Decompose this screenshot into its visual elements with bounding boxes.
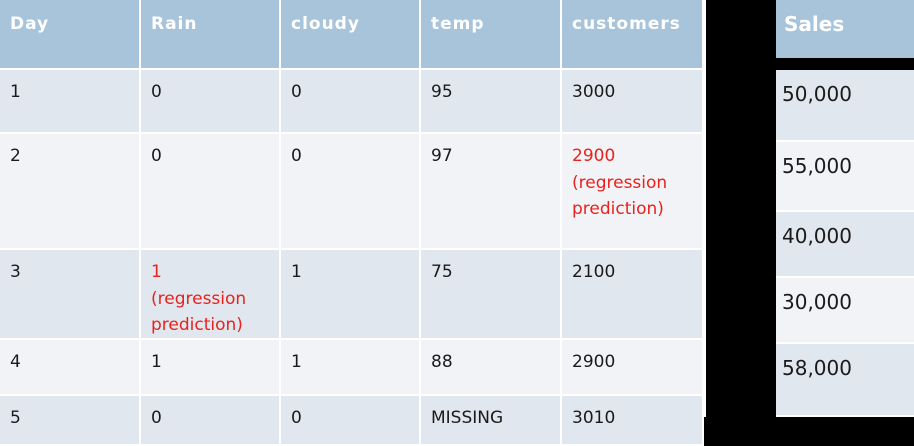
cell-cloudy: 0 [280,69,421,134]
table-row: 2 0 0 97 2900 (regression prediction) [0,133,704,250]
header-temp: temp [420,0,562,70]
cell-day: 4 [0,339,141,396]
cell-temp-missing: MISSING [420,395,562,446]
table-row: 3 1 (regression prediction) 1 75 2100 [0,249,704,340]
cell-temp: 95 [420,69,562,134]
cell-rain: 1 [140,339,281,396]
data-table: Day Rain cloudy temp customers 1 0 0 95 … [0,0,704,446]
cell-cloudy: 1 [280,339,421,396]
sales-cell: 50,000 [776,70,914,142]
sales-cell: 40,000 [776,212,914,278]
predicted-value: 2900 [572,146,616,166]
cell-temp: 97 [420,133,562,250]
cell-day: 3 [0,249,141,340]
header-customers: customers [561,0,704,70]
sales-column: Sales 50,000 55,000 40,000 30,000 58,000 [776,0,914,417]
cell-day: 2 [0,133,141,250]
prediction-note: (regression prediction) [572,173,668,219]
cell-rain: 0 [140,395,281,446]
sales-cell: 30,000 [776,278,914,344]
cell-customers: 3010 [561,395,704,446]
sales-cell: 58,000 [776,344,914,417]
cell-rain: 0 [140,133,281,250]
cell-day: 5 [0,395,141,446]
table-header-row: Day Rain cloudy temp customers [0,0,704,70]
cell-customers: 2900 (regression prediction) [561,133,704,250]
table-row: 5 0 0 MISSING 3010 [0,395,704,446]
cell-rain: 1 (regression prediction) [140,249,281,340]
sales-cell: 55,000 [776,142,914,212]
cell-temp: 88 [420,339,562,396]
cell-cloudy: 1 [280,249,421,340]
cell-rain: 0 [140,69,281,134]
cell-cloudy: 0 [280,395,421,446]
cell-customers: 3000 [561,69,704,134]
cell-customers: 2100 [561,249,704,340]
cell-day: 1 [0,69,141,134]
sales-header: Sales [776,0,914,58]
header-cloudy: cloudy [280,0,421,70]
predicted-value: 1 [151,262,162,282]
cell-temp: 75 [420,249,562,340]
header-rain: Rain [140,0,281,70]
cell-customers: 2900 [561,339,704,396]
table-row: 1 0 0 95 3000 [0,69,704,134]
table-row: 4 1 1 88 2900 [0,339,704,396]
header-day: Day [0,0,141,70]
prediction-note: (regression prediction) [151,289,247,335]
cell-cloudy: 0 [280,133,421,250]
